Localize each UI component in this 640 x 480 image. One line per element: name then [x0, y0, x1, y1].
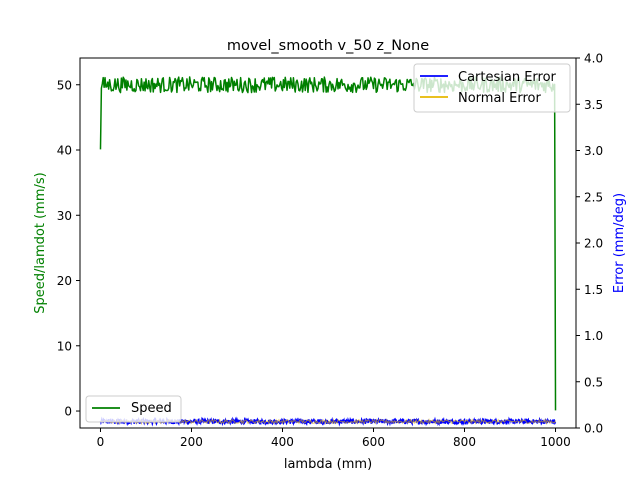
left-y-tick-label: 30 [57, 209, 72, 223]
chart-title: movel_smooth v_50 z_None [227, 38, 429, 54]
left-y-axis-ticks: 0 10 20 30 40 50 [57, 78, 80, 419]
legend-normal-error-label: Normal Error [458, 91, 542, 106]
right-y-axis-label: Error (mm/deg) [612, 193, 627, 293]
left-y-tick-label: 10 [57, 339, 72, 353]
right-y-tick-label: 4.0 [584, 52, 603, 66]
right-y-tick-label: 3.0 [584, 144, 603, 158]
legend-errors-box [413, 63, 571, 113]
x-tick-label: 800 [453, 435, 476, 449]
right-y-tick-label: 2.5 [584, 190, 603, 204]
left-y-tick-label: 40 [57, 144, 72, 158]
speed-line [99, 76, 557, 411]
right-y-tick-label: 3.5 [584, 98, 603, 112]
legend-cartesian-error-label: Cartesian Error [458, 70, 557, 85]
left-y-tick-label: 20 [57, 274, 72, 288]
x-axis-ticks: 0 200 400 600 800 1000 [97, 428, 571, 449]
legend-speed: Speed [85, 395, 182, 423]
right-y-tick-label: 1.0 [584, 329, 603, 343]
right-y-tick-label: 0.0 [584, 422, 603, 436]
plot-frame [79, 57, 577, 429]
plot-lines [99, 76, 557, 427]
x-tick-label: 400 [271, 435, 294, 449]
x-tick-label: 1000 [540, 435, 571, 449]
x-tick-label: 200 [180, 435, 203, 449]
x-axis-label: lambda (mm) [284, 457, 372, 472]
right-y-tick-label: 0.5 [584, 375, 603, 389]
x-tick-label: 600 [362, 435, 385, 449]
left-y-axis-label: Speed/lamdot (mm/s) [33, 172, 48, 313]
legend-errors: Cartesian Error Normal Error [413, 63, 571, 113]
legend-speed-label: Speed [131, 401, 172, 416]
x-tick-label: 0 [97, 435, 105, 449]
left-y-tick-label: 0 [64, 405, 72, 419]
right-y-tick-label: 2.0 [584, 237, 603, 251]
right-y-tick-label: 1.5 [584, 283, 603, 297]
left-y-tick-label: 50 [57, 78, 72, 92]
right-y-axis-ticks: 0.0 0.5 1.0 1.5 2.0 2.5 3.0 3.5 4.0 [576, 52, 603, 436]
legend-speed-box [85, 395, 182, 423]
